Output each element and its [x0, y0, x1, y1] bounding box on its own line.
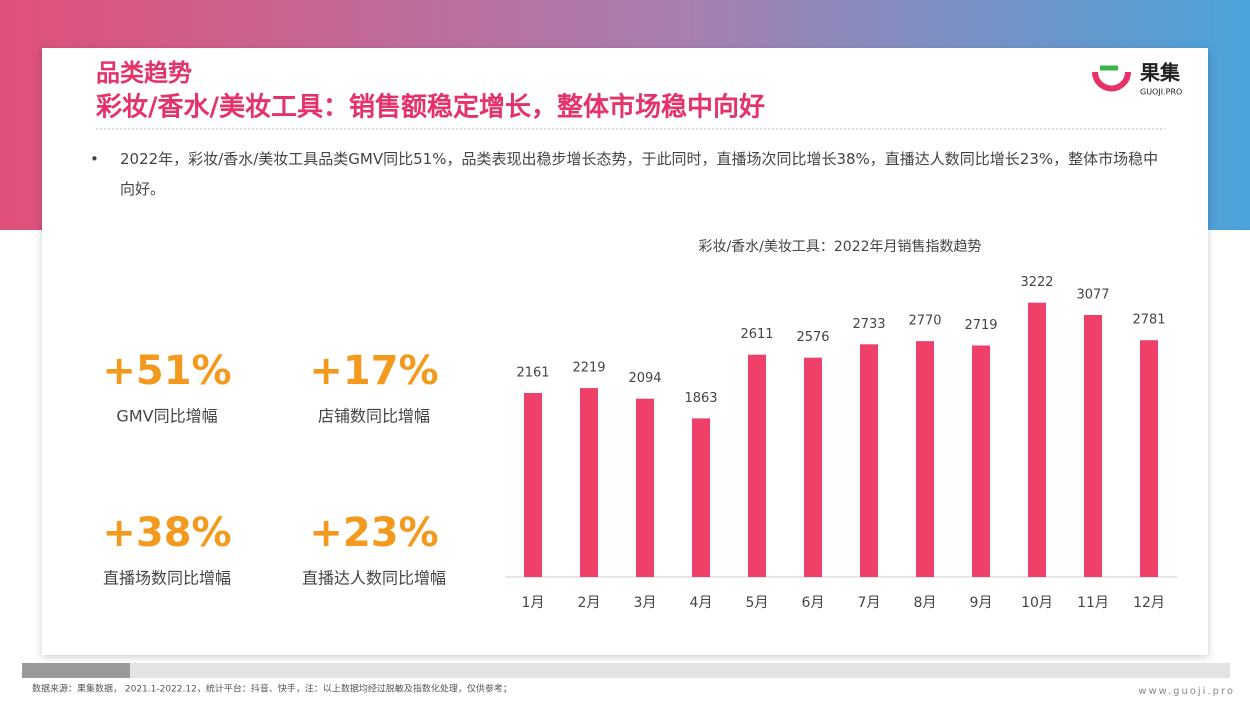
x-tick-label: 3月	[634, 595, 657, 611]
x-tick-label: 1月	[522, 595, 545, 611]
x-tick-label: 5月	[746, 595, 769, 611]
bar	[1028, 302, 1046, 577]
bar	[860, 344, 878, 577]
value-label: 2719	[964, 318, 997, 333]
value-label: 2770	[908, 314, 941, 329]
bar	[1140, 340, 1158, 577]
x-tick-label: 10月	[1021, 595, 1053, 611]
bar	[636, 398, 654, 577]
bullet-dot: •	[90, 150, 99, 168]
source-note: 数据来源：果集数据， 2021.1-2022.12，统计平台：抖音、快手，注：以…	[32, 683, 512, 695]
bar	[748, 354, 766, 577]
value-label: 3222	[1020, 275, 1053, 290]
x-tick-label: 4月	[690, 595, 713, 611]
x-tick-label: 6月	[802, 595, 825, 611]
value-label: 2094	[628, 371, 661, 386]
value-label: 2733	[852, 317, 885, 332]
title: 品类趋势	[96, 59, 192, 87]
stat-value: +51%	[102, 348, 231, 394]
value-label: 1863	[684, 391, 717, 406]
x-tick-label: 9月	[970, 595, 993, 611]
value-label: 2611	[740, 327, 773, 342]
bar	[1084, 315, 1102, 577]
value-label: 2219	[572, 361, 605, 376]
url: www.guoji.pro	[1138, 686, 1235, 697]
value-label: 2781	[1132, 313, 1165, 328]
value-label: 2576	[796, 330, 829, 345]
x-tick-label: 8月	[914, 595, 937, 611]
subtitle: 彩妆/香水/美妆工具：销售额稳定增长，整体市场稳中向好	[95, 92, 765, 123]
stat-value: +23%	[309, 510, 438, 556]
logo-icon	[1092, 71, 1131, 92]
value-label: 3077	[1076, 288, 1109, 303]
bar	[972, 345, 990, 577]
value-label: 2161	[516, 366, 549, 381]
bar	[916, 341, 934, 577]
x-tick-label: 12月	[1133, 595, 1165, 611]
stat-value: +38%	[102, 510, 231, 556]
chart-title: 彩妆/香水/美妆工具：2022年月销售指数趋势	[698, 239, 981, 255]
footer-block	[22, 663, 130, 678]
stat-value: +17%	[309, 348, 438, 394]
bullet-text: 2022年，彩妆/香水/美妆工具品类GMV同比51%，品类表现出稳步增长态势，于…	[120, 150, 1159, 198]
bar	[524, 393, 542, 577]
footer-bar	[22, 663, 1230, 678]
stat-label: 店铺数同比增幅	[318, 407, 430, 426]
stat-label: GMV同比增幅	[116, 407, 217, 426]
bar	[692, 418, 710, 577]
bar	[804, 357, 822, 577]
x-tick-label: 7月	[858, 595, 881, 611]
x-tick-label: 2月	[578, 595, 601, 611]
bar	[580, 388, 598, 577]
x-tick-label: 11月	[1077, 595, 1109, 611]
card	[42, 48, 1208, 655]
stat-label: 直播达人数同比增幅	[302, 569, 446, 588]
logo-name: 果集	[1140, 61, 1181, 85]
logo-domain: GUOJI.PRO	[1140, 88, 1182, 97]
stat-label: 直播场数同比增幅	[103, 569, 231, 588]
